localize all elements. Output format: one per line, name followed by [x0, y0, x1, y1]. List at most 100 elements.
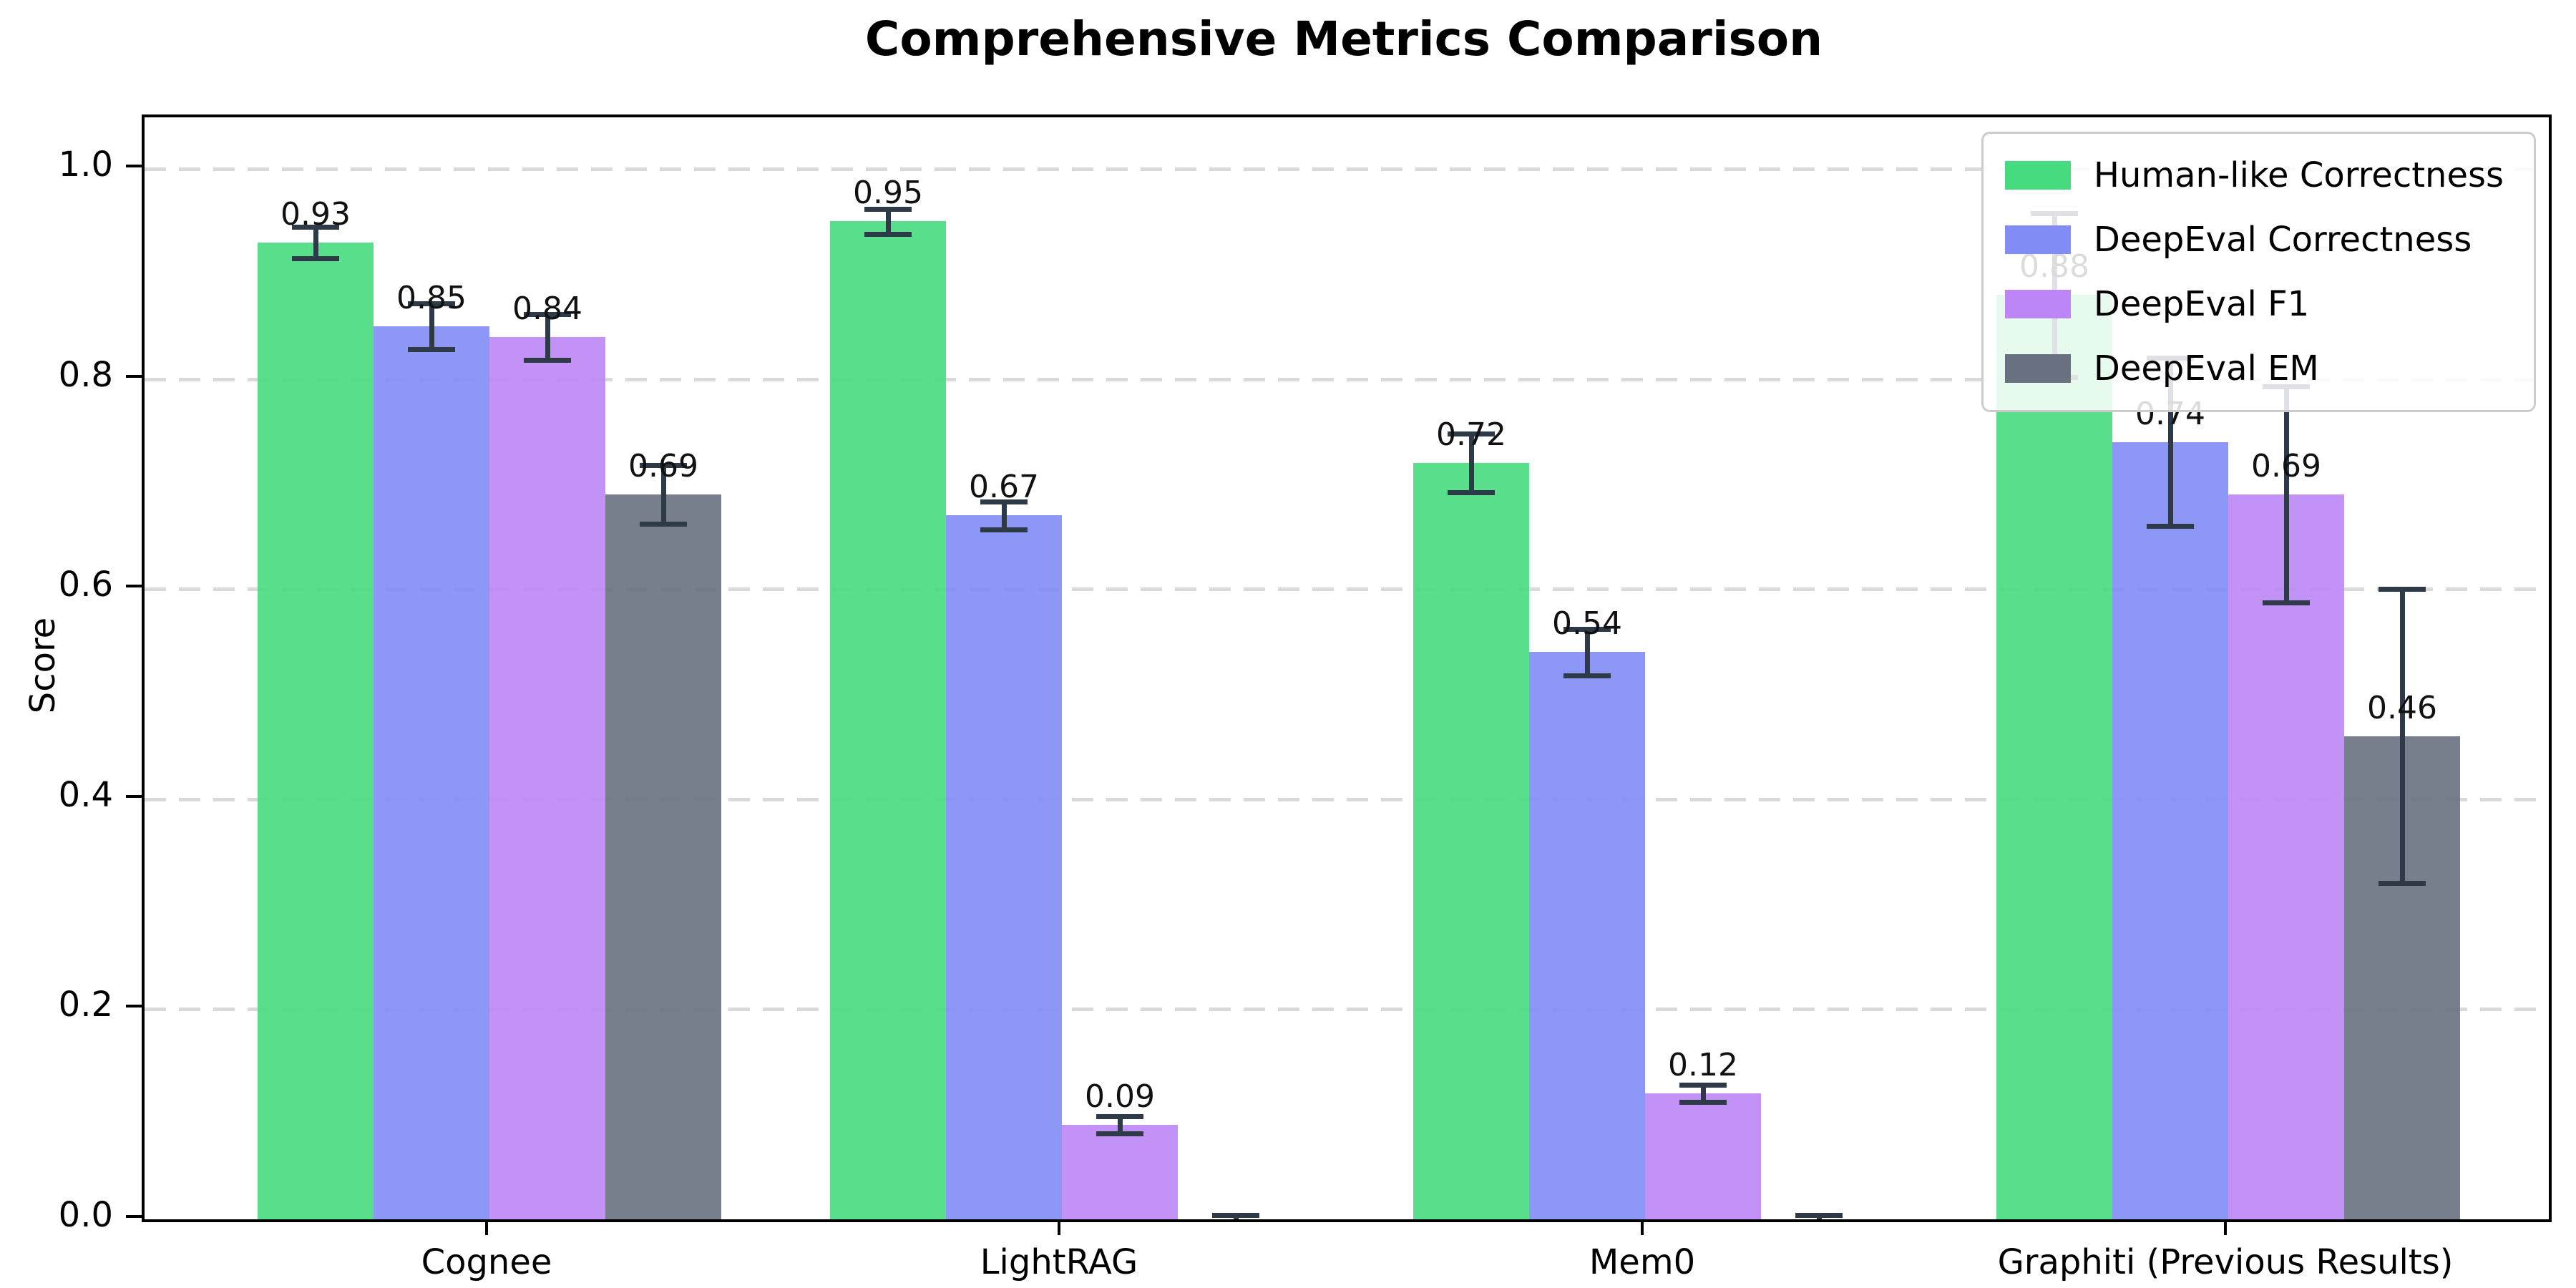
error-bar: [2284, 386, 2289, 603]
bar: [258, 243, 374, 1219]
value-label: 0.85: [396, 280, 467, 316]
legend-swatch: [2004, 161, 2071, 190]
error-bar: [661, 464, 666, 525]
error-bar-cap-bottom: [1096, 1131, 1143, 1136]
x-tick-mark: [485, 1219, 488, 1235]
plot-area: 0.930.950.720.880.850.670.540.740.840.09…: [142, 114, 2552, 1222]
error-bar-cap-bottom: [292, 255, 339, 261]
legend-item: Human-like Correctness: [2004, 155, 2504, 195]
y-tick-mark: [126, 165, 142, 167]
y-tick-label: 0.8: [58, 354, 113, 395]
gridline: [145, 1008, 2549, 1012]
error-bar: [1118, 1116, 1123, 1133]
x-tick-label: LightRAG: [980, 1242, 1138, 1282]
bar: [2228, 494, 2344, 1219]
error-bar-cap-top: [2379, 587, 2426, 592]
error-bar-cap-bottom: [2263, 600, 2310, 606]
bar: [489, 337, 605, 1219]
value-label: 0.54: [1552, 605, 1622, 642]
value-label: 0.69: [2251, 448, 2321, 484]
value-label: 0.93: [280, 196, 351, 233]
error-bar: [886, 208, 891, 234]
chart-title: Comprehensive Metrics Comparison: [864, 11, 1823, 67]
legend-swatch: [2004, 290, 2071, 318]
error-bar-cap-bottom: [1679, 1099, 1727, 1105]
y-tick-mark: [126, 585, 142, 588]
value-label: 0.09: [1085, 1078, 1155, 1115]
value-label: 0.67: [969, 469, 1039, 505]
legend-item: DeepEval F1: [2004, 284, 2504, 324]
y-tick-mark: [126, 1005, 142, 1008]
error-bar-cap-top: [1212, 1213, 1259, 1219]
value-label: 0.84: [512, 291, 582, 327]
error-bar-cap-top: [1679, 1083, 1727, 1088]
error-bar-cap-bottom: [864, 232, 912, 238]
error-bar: [2400, 589, 2405, 884]
legend-label: DeepEval F1: [2093, 284, 2310, 324]
error-bar: [1701, 1085, 1706, 1102]
error-bar-cap-bottom: [2379, 881, 2426, 887]
y-tick-mark: [126, 374, 142, 378]
error-bar: [545, 313, 550, 361]
y-tick-label: 1.0: [58, 145, 113, 185]
bar: [605, 494, 721, 1219]
legend-label: Human-like Correctness: [2093, 155, 2504, 195]
error-bar: [429, 303, 434, 350]
x-tick-label: Graphiti (Previous Results): [1997, 1242, 2454, 1282]
error-bar-cap-top: [640, 462, 687, 468]
error-bar-cap-bottom: [640, 522, 687, 527]
bar: [1413, 463, 1529, 1219]
bar: [1996, 295, 2112, 1219]
error-bar: [313, 226, 318, 258]
bar-layer: [145, 117, 2549, 1219]
error-bar-cap-bottom: [1448, 490, 1495, 496]
bar: [1529, 652, 1645, 1219]
bar: [946, 515, 1062, 1219]
x-tick-label: Mem0: [1589, 1242, 1696, 1282]
y-axis-label: Score: [23, 617, 63, 714]
x-tick-mark: [1058, 1219, 1060, 1235]
error-bar-cap-top: [980, 499, 1028, 505]
grid-layer: [145, 117, 2549, 1219]
y-tick-mark: [126, 794, 142, 798]
value-label: 0.46: [2367, 690, 2437, 726]
legend-item: DeepEval Correctness: [2004, 220, 2504, 260]
error-bar-cap-top: [408, 301, 455, 306]
y-tick-mark: [126, 1215, 142, 1218]
error-bar: [1002, 502, 1007, 530]
error-bar-cap-top: [864, 206, 912, 212]
legend-label: DeepEval Correctness: [2093, 220, 2472, 260]
error-bar: [1585, 628, 1590, 675]
value-label: 0.95: [853, 175, 923, 211]
gridline: [145, 167, 2549, 171]
bar: [2112, 442, 2228, 1219]
error-bar-cap-bottom: [1563, 673, 1611, 678]
error-bar-cap-top: [1795, 1213, 1843, 1219]
error-bar-cap-top: [524, 311, 571, 317]
gridline: [145, 377, 2549, 381]
error-bar-cap-bottom: [980, 527, 1028, 532]
error-bar-cap-top: [292, 224, 339, 230]
value-label: 0.69: [628, 448, 698, 484]
y-axis-label-wrap: Score: [21, 114, 64, 1216]
error-bar: [2168, 358, 2173, 527]
bar: [1645, 1093, 1761, 1219]
error-bar-cap-bottom: [524, 358, 571, 364]
gridline: [145, 797, 2549, 801]
legend-swatch: [2004, 225, 2071, 254]
x-tick-mark: [1641, 1219, 1644, 1235]
y-tick-label: 0.2: [58, 985, 113, 1025]
bar: [1062, 1125, 1178, 1219]
x-tick-label: Cognee: [421, 1242, 552, 1282]
error-bar-cap-bottom: [408, 347, 455, 353]
error-bar: [1469, 433, 1474, 493]
y-tick-label: 0.4: [58, 774, 113, 815]
gridline: [145, 587, 2549, 592]
error-bar-cap-bottom: [2147, 524, 2194, 530]
value-label: 0.72: [1436, 416, 1506, 453]
bar: [374, 326, 489, 1219]
error-bar-cap-top: [1448, 431, 1495, 436]
y-tick-label: 0.0: [58, 1195, 113, 1235]
legend-swatch: [2004, 354, 2071, 383]
